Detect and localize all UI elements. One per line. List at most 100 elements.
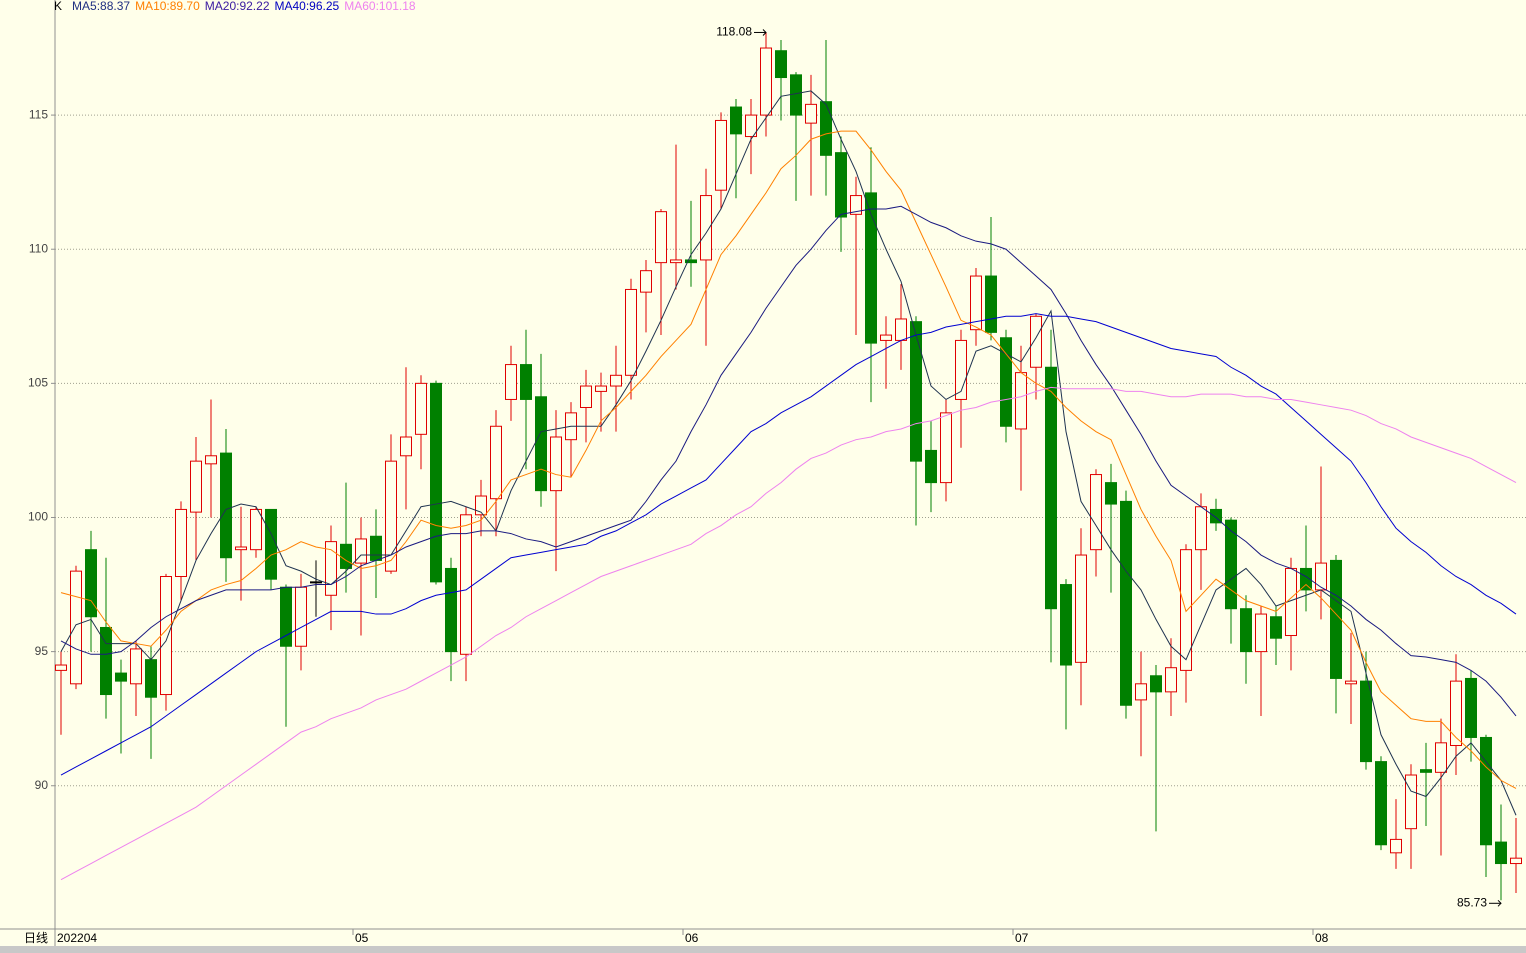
- candle-body: [340, 543, 352, 569]
- legend-entry: MA20:92.22: [205, 0, 270, 13]
- candle-body: [985, 275, 997, 333]
- candle-body: [640, 270, 652, 293]
- candle-body: [115, 672, 127, 682]
- candle-body: [1315, 562, 1327, 591]
- candle-body: [1195, 506, 1207, 551]
- ma-line: [60, 205, 1517, 717]
- candle-body: [1300, 567, 1312, 591]
- candle-body: [85, 549, 97, 618]
- candle-body: [130, 648, 142, 685]
- candle-body: [400, 436, 412, 457]
- legend-entry: MA10:89.70: [135, 0, 200, 13]
- candle-body: [580, 385, 592, 408]
- candle-body: [835, 152, 847, 218]
- candles: [55, 32, 1522, 901]
- candle-body: [1150, 675, 1162, 693]
- candle-body: [940, 412, 952, 484]
- candle-body: [655, 211, 667, 264]
- candle-body: [1405, 774, 1417, 830]
- candle-body: [730, 106, 742, 135]
- candle-body: [1015, 372, 1027, 430]
- candle-body: [1390, 838, 1402, 854]
- candle-body: [415, 382, 427, 435]
- candle-body: [850, 195, 862, 215]
- candle-body: [1435, 742, 1447, 773]
- chart-title: K: [54, 0, 62, 13]
- candle-body: [1090, 474, 1102, 551]
- candle-body: [1060, 584, 1072, 666]
- candle-body: [505, 364, 517, 400]
- legend-entry: MA40:96.25: [275, 0, 340, 13]
- candle-body: [1000, 337, 1012, 427]
- legend-entry: MA5:88.37: [72, 0, 130, 13]
- y-tick-label: 90: [35, 778, 49, 792]
- candle-body: [430, 382, 442, 583]
- candle-body: [145, 659, 157, 698]
- x-axis-label: 日线: [24, 931, 48, 945]
- candle-body: [625, 288, 637, 376]
- candle-body: [220, 452, 232, 559]
- ma-line: [60, 313, 1517, 776]
- ma-line: [60, 90, 1517, 816]
- candle-body: [895, 318, 907, 341]
- candle-body: [1420, 769, 1432, 773]
- candle-body: [670, 259, 682, 264]
- x-tick-label: 08: [1315, 931, 1329, 945]
- x-tick-label: 202204: [57, 931, 97, 945]
- candle-body: [70, 570, 82, 685]
- bottom-bar: [0, 946, 1526, 953]
- candle-body: [475, 495, 487, 516]
- y-tick-label: 95: [35, 644, 49, 658]
- candle-body: [160, 576, 172, 696]
- candle-body: [1510, 857, 1522, 865]
- candle-body: [205, 455, 217, 465]
- candle-body: [1030, 315, 1042, 368]
- candle-body: [910, 321, 922, 462]
- candle-body: [745, 114, 757, 138]
- candle-body: [445, 567, 457, 653]
- candle-body: [805, 103, 817, 124]
- candle-body: [355, 538, 367, 564]
- candle-body: [175, 508, 187, 578]
- candle-body: [1210, 508, 1222, 524]
- candle-body: [520, 364, 532, 400]
- candle-body: [1480, 736, 1492, 846]
- candle-body: [310, 581, 322, 584]
- y-tick-label: 110: [29, 241, 48, 255]
- candle-body: [385, 460, 397, 572]
- candle-body: [925, 449, 937, 484]
- x-tick-label: 05: [355, 931, 369, 945]
- candle-body: [550, 436, 562, 492]
- candle-body: [190, 460, 202, 513]
- candle-body: [1165, 667, 1177, 693]
- legend-entry: MA60:101.18: [344, 0, 416, 13]
- candle-body: [1270, 616, 1282, 639]
- candle-body: [250, 508, 262, 551]
- candle-body: [1240, 608, 1252, 653]
- candle-body: [700, 195, 712, 261]
- candle-body: [595, 385, 607, 392]
- ma-line: [60, 130, 1517, 789]
- candle-body: [490, 425, 502, 500]
- candle-body: [1255, 613, 1267, 653]
- y-tick-label: 115: [29, 107, 48, 121]
- candle-body: [970, 275, 982, 331]
- candle-body: [1330, 559, 1342, 679]
- candle-body: [865, 192, 877, 344]
- candle-body: [820, 101, 832, 156]
- candle-body: [685, 259, 697, 264]
- candle-body: [1120, 500, 1132, 706]
- candle-body: [535, 396, 547, 492]
- annotation-low: 85.73: [1457, 895, 1487, 909]
- candle-body: [1045, 366, 1057, 610]
- candle-body: [775, 50, 787, 79]
- candle-body: [1225, 519, 1237, 610]
- candle-body: [715, 119, 727, 191]
- candle-body: [880, 334, 892, 341]
- annotation-high: 118.08: [716, 25, 752, 39]
- candle-body: [790, 74, 802, 116]
- candle-body: [100, 626, 112, 696]
